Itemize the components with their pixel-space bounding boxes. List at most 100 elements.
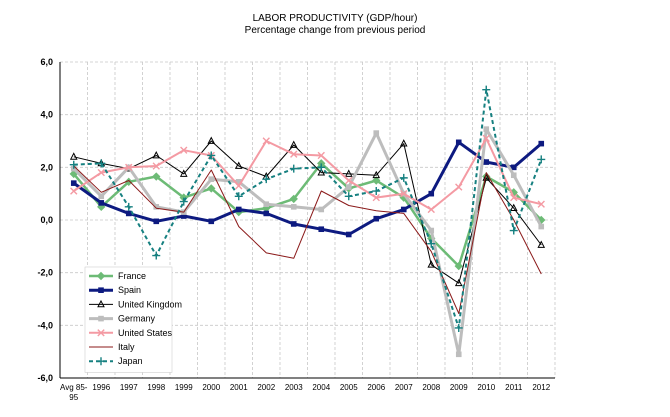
x-tick-label: 1998: [147, 383, 165, 392]
x-tick-label: 2004: [312, 383, 330, 392]
data-point-spain: [98, 200, 105, 206]
legend-label: Italy: [118, 342, 135, 352]
data-point-spain: [510, 164, 517, 171]
data-point-spain: [373, 215, 380, 222]
x-tick-label: 1996: [92, 383, 110, 392]
y-tick-label: 0,0: [40, 215, 53, 225]
legend-marker: [97, 299, 105, 308]
axes: -6,0 -4,0 -2,0 0,0 2,0 4,0 6,0 Avg 85-95 1996 199…: [37, 57, 555, 402]
legend-label: Germany: [118, 314, 156, 324]
data-point-france: [124, 177, 133, 187]
data-point-japan: [97, 159, 106, 168]
series-line-france: [72, 162, 543, 268]
data-point-united-states: [70, 187, 78, 195]
x-tick-label: 2005: [340, 383, 358, 392]
data-point-germany: [318, 206, 325, 213]
data-point-united-states: [290, 150, 298, 158]
data-point-united-states: [125, 163, 133, 172]
legend-label: United States: [118, 328, 173, 338]
legend-entry-united-kingdom: United Kingdom: [89, 299, 182, 309]
data-point-united-kingdom: [289, 140, 298, 148]
legend-entry-france: France: [89, 271, 146, 281]
data-point-spain: [208, 218, 215, 225]
data-point-united-kingdom: [234, 161, 243, 169]
data-point-japan: [344, 192, 353, 201]
data-point-germany: [290, 204, 297, 210]
data-point-france: [399, 193, 408, 202]
x-tick-label: 1999: [175, 383, 193, 392]
data-point-japan: [262, 175, 271, 184]
data-point-united-states: [345, 176, 353, 185]
legend-entry-spain: Spain: [89, 285, 141, 295]
series-line-united-states: [73, 137, 542, 211]
series-japan: [69, 85, 546, 332]
chart-subtitle: Percentage change from previous period: [245, 25, 426, 36]
data-point-united-kingdom: [69, 152, 78, 160]
series-spain: [70, 139, 545, 238]
data-point-france: [207, 184, 216, 193]
y-tick-label: -6,0: [37, 373, 53, 383]
x-tick-label: 2003: [285, 383, 303, 392]
data-point-japan: [509, 226, 518, 235]
series-line-italy: [73, 165, 542, 314]
series-line-germany: [72, 127, 543, 356]
data-point-germany: [510, 172, 517, 179]
data-point-spain: [180, 213, 187, 219]
data-point-germany: [345, 184, 352, 190]
data-point-france: [372, 176, 381, 185]
data-point-spain: [483, 159, 490, 165]
chart-title: LABOR PRODUCTIVITY (GDP/hour): [253, 13, 418, 24]
data-point-united-states: [262, 137, 270, 145]
data-point-united-kingdom: [152, 150, 161, 159]
data-point-united-states: [97, 168, 105, 177]
legend: France Spain United Kingdom Germany United S…: [84, 266, 182, 373]
data-point-united-kingdom: [399, 139, 408, 147]
legend-entry-united-states: United States: [89, 328, 173, 338]
data-point-japan: [427, 239, 436, 248]
data-point-spain: [455, 139, 462, 146]
legend-label: United Kingdom: [118, 299, 182, 309]
data-point-japan: [482, 85, 491, 94]
data-point-japan: [317, 163, 326, 172]
data-point-japan: [179, 197, 188, 206]
data-point-japan: [372, 187, 381, 196]
x-tick-label: 2010: [477, 383, 495, 392]
series-line-spain: [72, 140, 543, 236]
data-point-spain: [70, 180, 77, 186]
data-point-united-states: [427, 205, 435, 214]
data-point-japan: [152, 251, 161, 260]
data-point-japan: [207, 151, 216, 160]
data-point-japan: [399, 173, 408, 182]
data-point-united-kingdom: [537, 240, 546, 248]
series-united-states: [70, 134, 545, 214]
x-tick-label: Avg 85-95: [60, 383, 88, 402]
y-tick-label: 6,0: [40, 57, 53, 67]
data-point-japan: [289, 164, 298, 173]
legend-entry-germany: Germany: [89, 314, 156, 324]
data-point-spain: [400, 206, 407, 213]
x-tick-label: 2006: [367, 383, 385, 392]
data-point-germany: [263, 201, 270, 207]
x-tick-label: 2009: [450, 383, 468, 392]
legend-marker: [98, 315, 104, 322]
data-point-united-kingdom: [482, 173, 491, 181]
series-layer: [69, 85, 546, 358]
data-point-spain: [153, 218, 160, 225]
data-point-japan: [69, 160, 78, 169]
legend-label: Japan: [118, 356, 143, 366]
data-point-germany: [538, 223, 545, 230]
legend-entry-italy: Italy: [89, 342, 135, 352]
data-point-united-states: [400, 189, 408, 198]
x-tick-label: 2000: [202, 383, 220, 392]
x-tick-label: 2011: [505, 383, 523, 392]
data-point-united-kingdom: [179, 169, 188, 177]
legend-entry-japan: Japan: [89, 356, 143, 366]
y-tick-label: -2,0: [37, 268, 53, 278]
data-point-united-kingdom: [427, 260, 436, 268]
data-point-germany: [428, 227, 435, 234]
y-tick-label: 2,0: [40, 162, 53, 172]
data-point-japan: [124, 202, 133, 211]
data-point-spain: [290, 221, 297, 227]
data-point-japan: [234, 192, 243, 201]
data-point-spain: [263, 210, 270, 217]
